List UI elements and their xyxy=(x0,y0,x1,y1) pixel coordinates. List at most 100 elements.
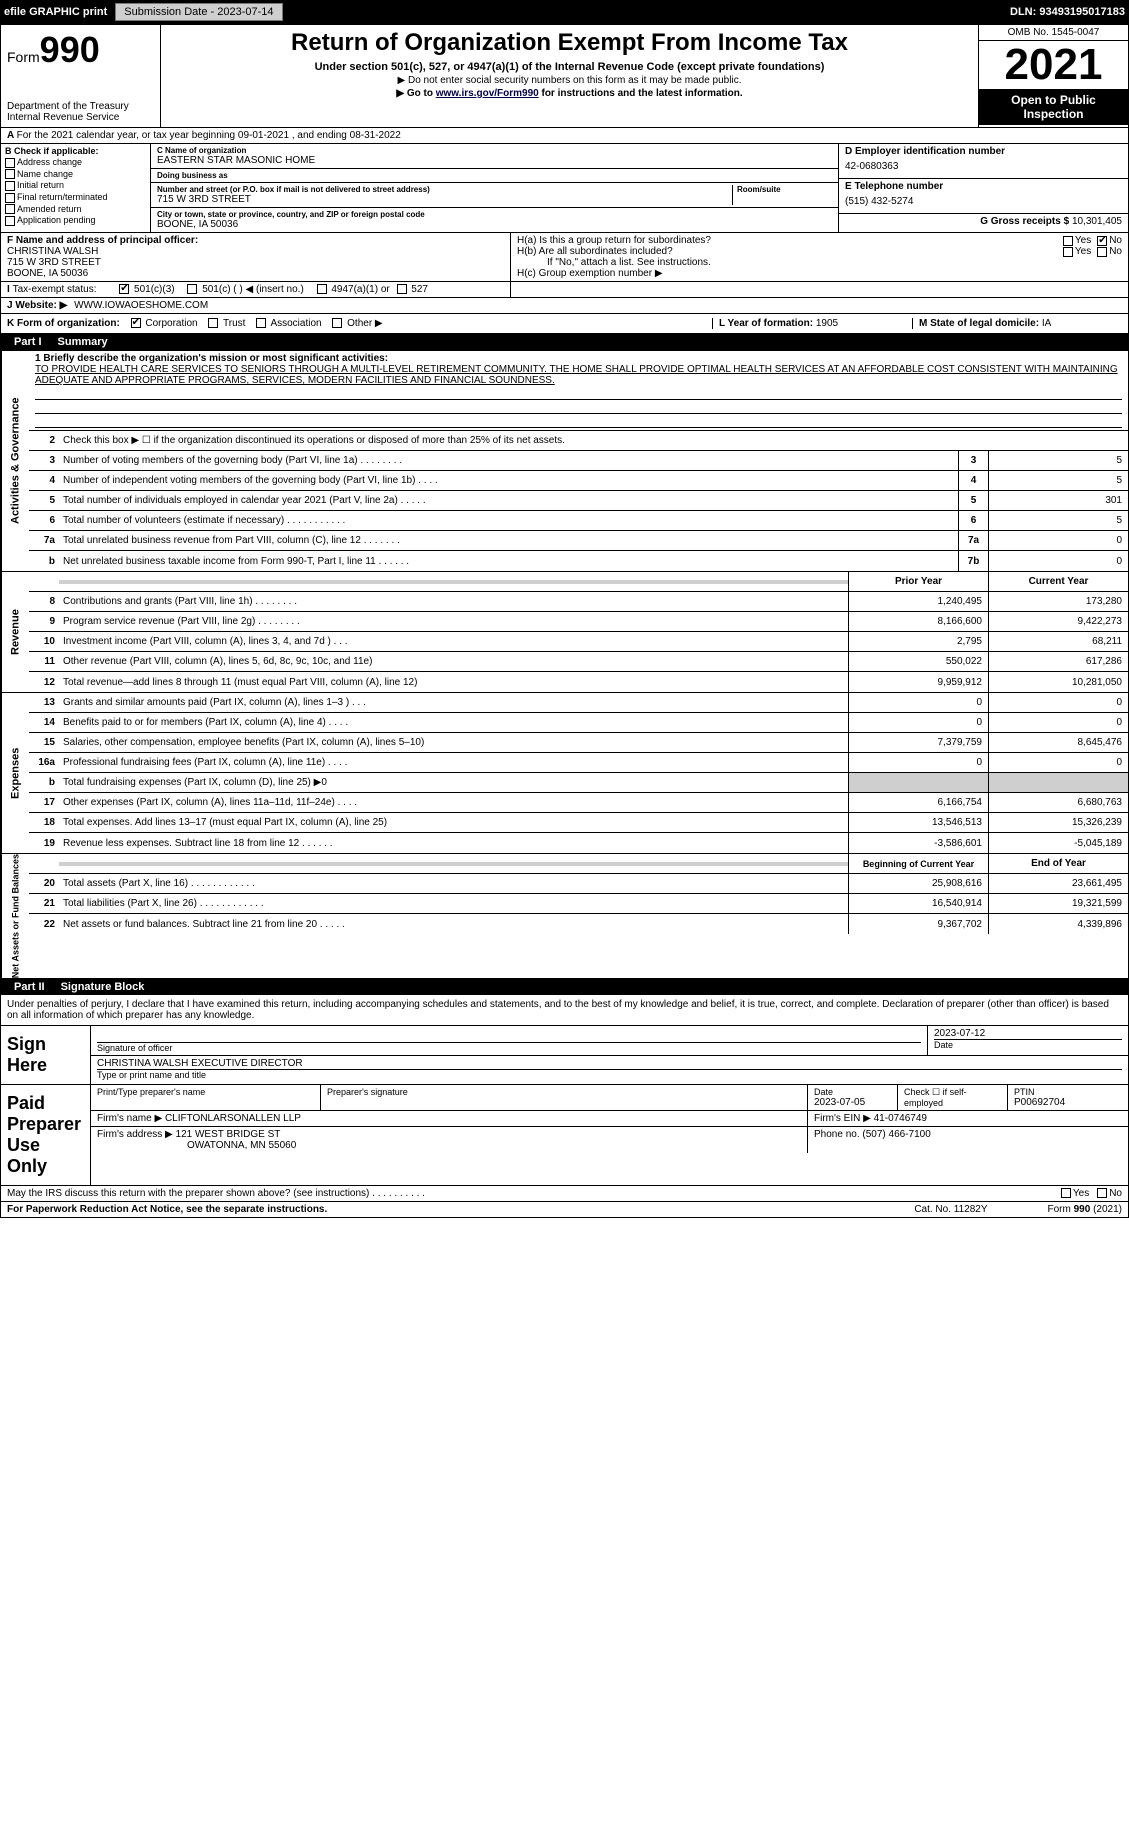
line4: Number of independent voting members of … xyxy=(59,473,958,488)
ptin-label: PTIN xyxy=(1014,1087,1122,1097)
year-formed: 1905 xyxy=(816,318,838,329)
discuss-text: May the IRS discuss this return with the… xyxy=(7,1188,1061,1199)
sig-date: 2023-07-12 xyxy=(934,1028,1122,1039)
part1-title: Summary xyxy=(58,336,108,348)
tax-year: 2021 xyxy=(979,41,1128,89)
prep-phone: (507) 466-7100 xyxy=(862,1129,930,1140)
hb-yes[interactable] xyxy=(1063,247,1073,257)
officer-addr2: BOONE, IA 50036 xyxy=(7,268,504,279)
prep-sig-label: Preparer's signature xyxy=(327,1087,801,1097)
p13: 0 xyxy=(848,693,988,712)
form-header: Form990 Department of the Treasury Inter… xyxy=(0,24,1129,128)
p10: 2,795 xyxy=(848,632,988,651)
gross-receipts: 10,301,405 xyxy=(1072,216,1122,227)
line3: Number of voting members of the governin… xyxy=(59,453,958,468)
line7b: Net unrelated business taxable income fr… xyxy=(59,554,958,569)
omb-number: OMB No. 1545-0047 xyxy=(979,25,1128,41)
p15: 7,379,759 xyxy=(848,733,988,752)
val7b: 0 xyxy=(988,551,1128,571)
c-name-label: C Name of organization xyxy=(157,146,832,155)
val5: 301 xyxy=(988,491,1128,510)
pra-notice: For Paperwork Reduction Act Notice, see … xyxy=(7,1204,327,1215)
c12: 10,281,050 xyxy=(988,672,1128,692)
discuss-yes[interactable] xyxy=(1061,1188,1071,1198)
prep-date-label: Date xyxy=(814,1087,891,1097)
firm-name: CLIFTONLARSONALLEN LLP xyxy=(165,1113,301,1124)
open-inspection: Open to Public Inspection xyxy=(979,89,1128,125)
line22: Net assets or fund balances. Subtract li… xyxy=(59,917,848,932)
4947-check[interactable] xyxy=(317,284,327,294)
501c3-check[interactable] xyxy=(119,284,129,294)
firm-ein: 41-0746749 xyxy=(874,1113,927,1124)
discuss-no[interactable] xyxy=(1097,1188,1107,1198)
submission-date-button[interactable]: Submission Date - 2023-07-14 xyxy=(115,3,282,21)
row-k: K Form of organization: Corporation Trus… xyxy=(0,314,1129,334)
ha-no[interactable] xyxy=(1097,236,1107,246)
c18: 15,326,239 xyxy=(988,813,1128,832)
g-gross-label: G Gross receipts $ xyxy=(980,216,1069,227)
officer-printed: CHRISTINA WALSH EXECUTIVE DIRECTOR xyxy=(97,1058,1122,1069)
line13: Grants and similar amounts paid (Part IX… xyxy=(59,695,848,710)
name-change-check[interactable]: Name change xyxy=(5,169,146,180)
page-footer: For Paperwork Reduction Act Notice, see … xyxy=(0,1202,1129,1218)
officer-addr1: 715 W 3RD STREET xyxy=(7,257,504,268)
val3: 5 xyxy=(988,451,1128,470)
trust-check[interactable] xyxy=(208,318,218,328)
d-ein-label: D Employer identification number xyxy=(845,146,1005,157)
hb-no[interactable] xyxy=(1097,247,1107,257)
dba-label: Doing business as xyxy=(157,171,832,180)
row-a-text: For the 2021 calendar year, or tax year … xyxy=(17,130,401,141)
dln-label: DLN: 93493195017183 xyxy=(1010,6,1125,18)
c20: 23,661,495 xyxy=(988,874,1128,893)
street-address: 715 W 3RD STREET xyxy=(157,194,732,205)
assoc-check[interactable] xyxy=(256,318,266,328)
firm-addr2: OWATONNA, MN 55060 xyxy=(97,1140,801,1151)
row-i: I Tax-exempt status: 501(c)(3) 501(c) ( … xyxy=(0,282,1129,298)
efile-label: efile GRAPHIC print xyxy=(4,6,107,18)
line7a: Total unrelated business revenue from Pa… xyxy=(59,533,958,548)
p9: 8,166,600 xyxy=(848,612,988,631)
amended-return-check[interactable]: Amended return xyxy=(5,204,146,215)
line12: Total revenue—add lines 8 through 11 (mu… xyxy=(59,675,848,690)
ha-yes[interactable] xyxy=(1063,236,1073,246)
corp-check[interactable] xyxy=(131,318,141,328)
form-subtitle: Under section 501(c), 527, or 4947(a)(1)… xyxy=(167,61,972,73)
hb-note: If "No," attach a list. See instructions… xyxy=(517,257,1122,268)
e-phone-label: E Telephone number xyxy=(845,181,943,192)
hb-label: H(b) Are all subordinates included? xyxy=(517,246,1063,257)
final-return-check[interactable]: Final return/terminated xyxy=(5,192,146,203)
c17: 6,680,763 xyxy=(988,793,1128,812)
phone-label: Phone no. xyxy=(814,1129,860,1140)
hc-label: H(c) Group exemption number ▶ xyxy=(517,268,1122,279)
527-check[interactable] xyxy=(397,284,407,294)
c8: 173,280 xyxy=(988,592,1128,611)
p16a: 0 xyxy=(848,753,988,772)
line19: Revenue less expenses. Subtract line 18 … xyxy=(59,836,848,851)
city-value: BOONE, IA 50036 xyxy=(157,219,832,230)
tax-status-label: Tax-exempt status: xyxy=(13,284,97,295)
val7a: 0 xyxy=(988,531,1128,550)
website-label: Website: ▶ xyxy=(15,300,67,311)
initial-return-check[interactable]: Initial return xyxy=(5,180,146,191)
line11: Other revenue (Part VIII, column (A), li… xyxy=(59,654,848,669)
other-check[interactable] xyxy=(332,318,342,328)
p20: 25,908,616 xyxy=(848,874,988,893)
p14: 0 xyxy=(848,713,988,732)
addr-change-check[interactable]: Address change xyxy=(5,157,146,168)
app-pending-check[interactable]: Application pending xyxy=(5,215,146,226)
mission-label: 1 Briefly describe the organization's mi… xyxy=(35,353,388,364)
c14: 0 xyxy=(988,713,1128,732)
line21: Total liabilities (Part X, line 26) . . … xyxy=(59,896,848,911)
line17: Other expenses (Part IX, column (A), lin… xyxy=(59,795,848,810)
line10: Investment income (Part VIII, column (A)… xyxy=(59,634,848,649)
c19: -5,045,189 xyxy=(988,833,1128,853)
c10: 68,211 xyxy=(988,632,1128,651)
irs-link[interactable]: www.irs.gov/Form990 xyxy=(436,88,539,99)
c21: 19,321,599 xyxy=(988,894,1128,913)
firm-addr1: 121 WEST BRIDGE ST xyxy=(176,1129,281,1140)
p11: 550,022 xyxy=(848,652,988,671)
ssn-note: ▶ Do not enter social security numbers o… xyxy=(167,75,972,86)
exp-side-label: Expenses xyxy=(1,693,29,853)
section-bcdeg: B Check if applicable: Address change Na… xyxy=(0,144,1129,233)
501c-check[interactable] xyxy=(187,284,197,294)
